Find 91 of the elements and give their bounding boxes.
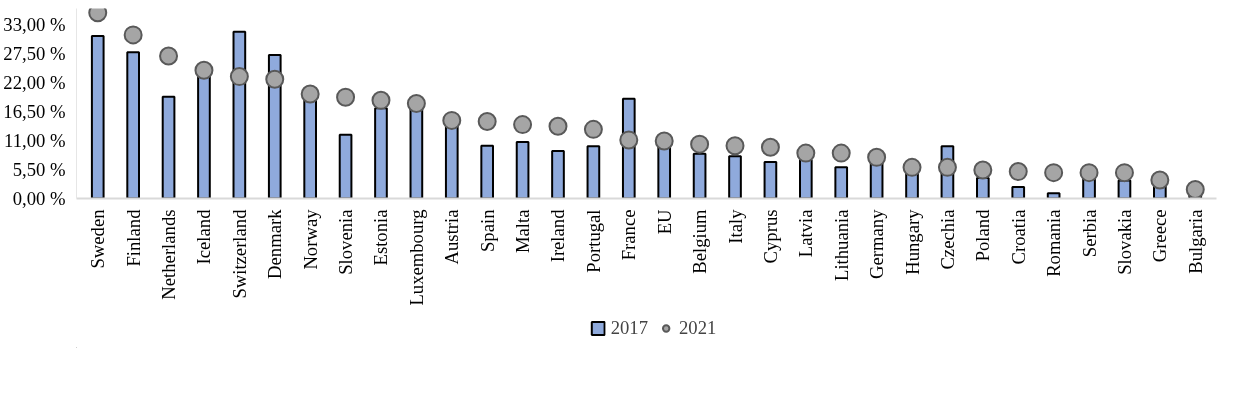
bar bbox=[90, 34, 105, 199]
x-tick-label: Serbia bbox=[1078, 208, 1100, 258]
x-tick-label: Romania bbox=[1043, 208, 1065, 277]
point bbox=[336, 87, 356, 107]
bar bbox=[763, 161, 778, 199]
point bbox=[229, 67, 249, 87]
point bbox=[654, 131, 674, 151]
point bbox=[265, 69, 285, 89]
y-tick-label: 33,00 % bbox=[3, 13, 66, 35]
x-tick-label: Norway bbox=[299, 208, 321, 270]
bar bbox=[374, 107, 388, 199]
point bbox=[1044, 163, 1064, 183]
bar bbox=[1011, 185, 1026, 199]
x-tick-label: Poland bbox=[972, 208, 994, 262]
point bbox=[937, 157, 957, 177]
bar bbox=[975, 176, 990, 199]
x-tick-label: Luxembourg bbox=[405, 209, 427, 306]
point bbox=[194, 60, 214, 80]
x-tick-label: Lithuania bbox=[830, 208, 852, 281]
bar bbox=[161, 95, 176, 199]
point bbox=[1150, 170, 1170, 190]
point bbox=[831, 143, 851, 163]
bar bbox=[657, 145, 672, 199]
bar bbox=[126, 51, 140, 199]
legend-label: 2021 bbox=[679, 317, 717, 339]
bar bbox=[515, 141, 530, 199]
x-tick-label: Austria bbox=[441, 208, 463, 265]
x-tick-label: Finland bbox=[122, 208, 144, 267]
point bbox=[1114, 163, 1134, 183]
x-tick-label: Italy bbox=[724, 208, 746, 244]
bar bbox=[586, 145, 601, 199]
x-tick-label: Sweden bbox=[87, 208, 109, 269]
bar bbox=[338, 133, 353, 199]
x-tick-label: Cyprus bbox=[759, 209, 781, 264]
x-tick-label: Czechia bbox=[936, 208, 958, 270]
bar bbox=[798, 158, 813, 199]
bar bbox=[728, 155, 742, 199]
x-tick-label: Greece bbox=[1149, 209, 1171, 263]
x-tick-label: Croatia bbox=[1007, 208, 1029, 265]
point bbox=[796, 143, 816, 163]
point bbox=[619, 130, 639, 150]
bar bbox=[692, 152, 707, 199]
point bbox=[725, 136, 745, 156]
point bbox=[1008, 162, 1028, 182]
x-tick-label: Iceland bbox=[193, 208, 215, 265]
bar bbox=[444, 124, 459, 199]
y-tick-label: 27,50 % bbox=[3, 42, 66, 64]
x-tick-label: Portugal bbox=[582, 209, 604, 273]
point bbox=[513, 115, 533, 135]
bar bbox=[1046, 192, 1061, 199]
x-tick-label: Ireland bbox=[547, 208, 569, 263]
x-tick-label: Slovenia bbox=[335, 208, 357, 275]
point bbox=[583, 119, 603, 139]
point bbox=[902, 157, 922, 177]
point bbox=[1079, 163, 1099, 183]
x-tick-label: Spain bbox=[476, 208, 498, 252]
point bbox=[442, 110, 462, 130]
point bbox=[867, 147, 887, 167]
x-tick-label: Slovakia bbox=[1113, 208, 1135, 275]
x-tick-label: Belgium bbox=[689, 209, 711, 274]
x-tick-label: Bulgaria bbox=[1184, 208, 1206, 274]
point bbox=[123, 25, 143, 45]
y-tick-label: 22,00 % bbox=[3, 71, 66, 93]
point bbox=[300, 84, 320, 104]
y-tick-label: 5,50 % bbox=[12, 158, 66, 180]
y-tick-label: 11,00 % bbox=[4, 129, 66, 151]
bar bbox=[197, 74, 211, 199]
bar bbox=[480, 144, 495, 199]
bar bbox=[834, 166, 849, 199]
y-tick-label: 0,00 % bbox=[12, 188, 66, 209]
x-tick-label: Malta bbox=[512, 208, 534, 254]
point bbox=[406, 94, 426, 113]
x-tick-label: Latvia bbox=[795, 208, 817, 258]
point bbox=[477, 111, 497, 131]
point bbox=[760, 137, 780, 157]
x-tick-label: Estonia bbox=[370, 208, 392, 266]
point bbox=[159, 46, 179, 66]
legend-label: 2017 bbox=[610, 317, 648, 339]
x-tick-label: EU bbox=[653, 208, 675, 235]
x-tick-label: Germany bbox=[866, 208, 888, 279]
point bbox=[690, 134, 710, 154]
x-tick-label: Switzerland bbox=[228, 208, 250, 299]
point bbox=[973, 160, 993, 180]
bar bbox=[551, 150, 565, 199]
x-tick-label: France bbox=[618, 209, 640, 261]
y-tick-label: 16,50 % bbox=[3, 100, 66, 122]
point bbox=[371, 90, 391, 110]
x-tick-label: Hungary bbox=[901, 208, 923, 275]
point bbox=[548, 116, 568, 136]
x-tick-label: Netherlands bbox=[158, 209, 180, 300]
x-tick-label: Denmark bbox=[264, 208, 286, 279]
